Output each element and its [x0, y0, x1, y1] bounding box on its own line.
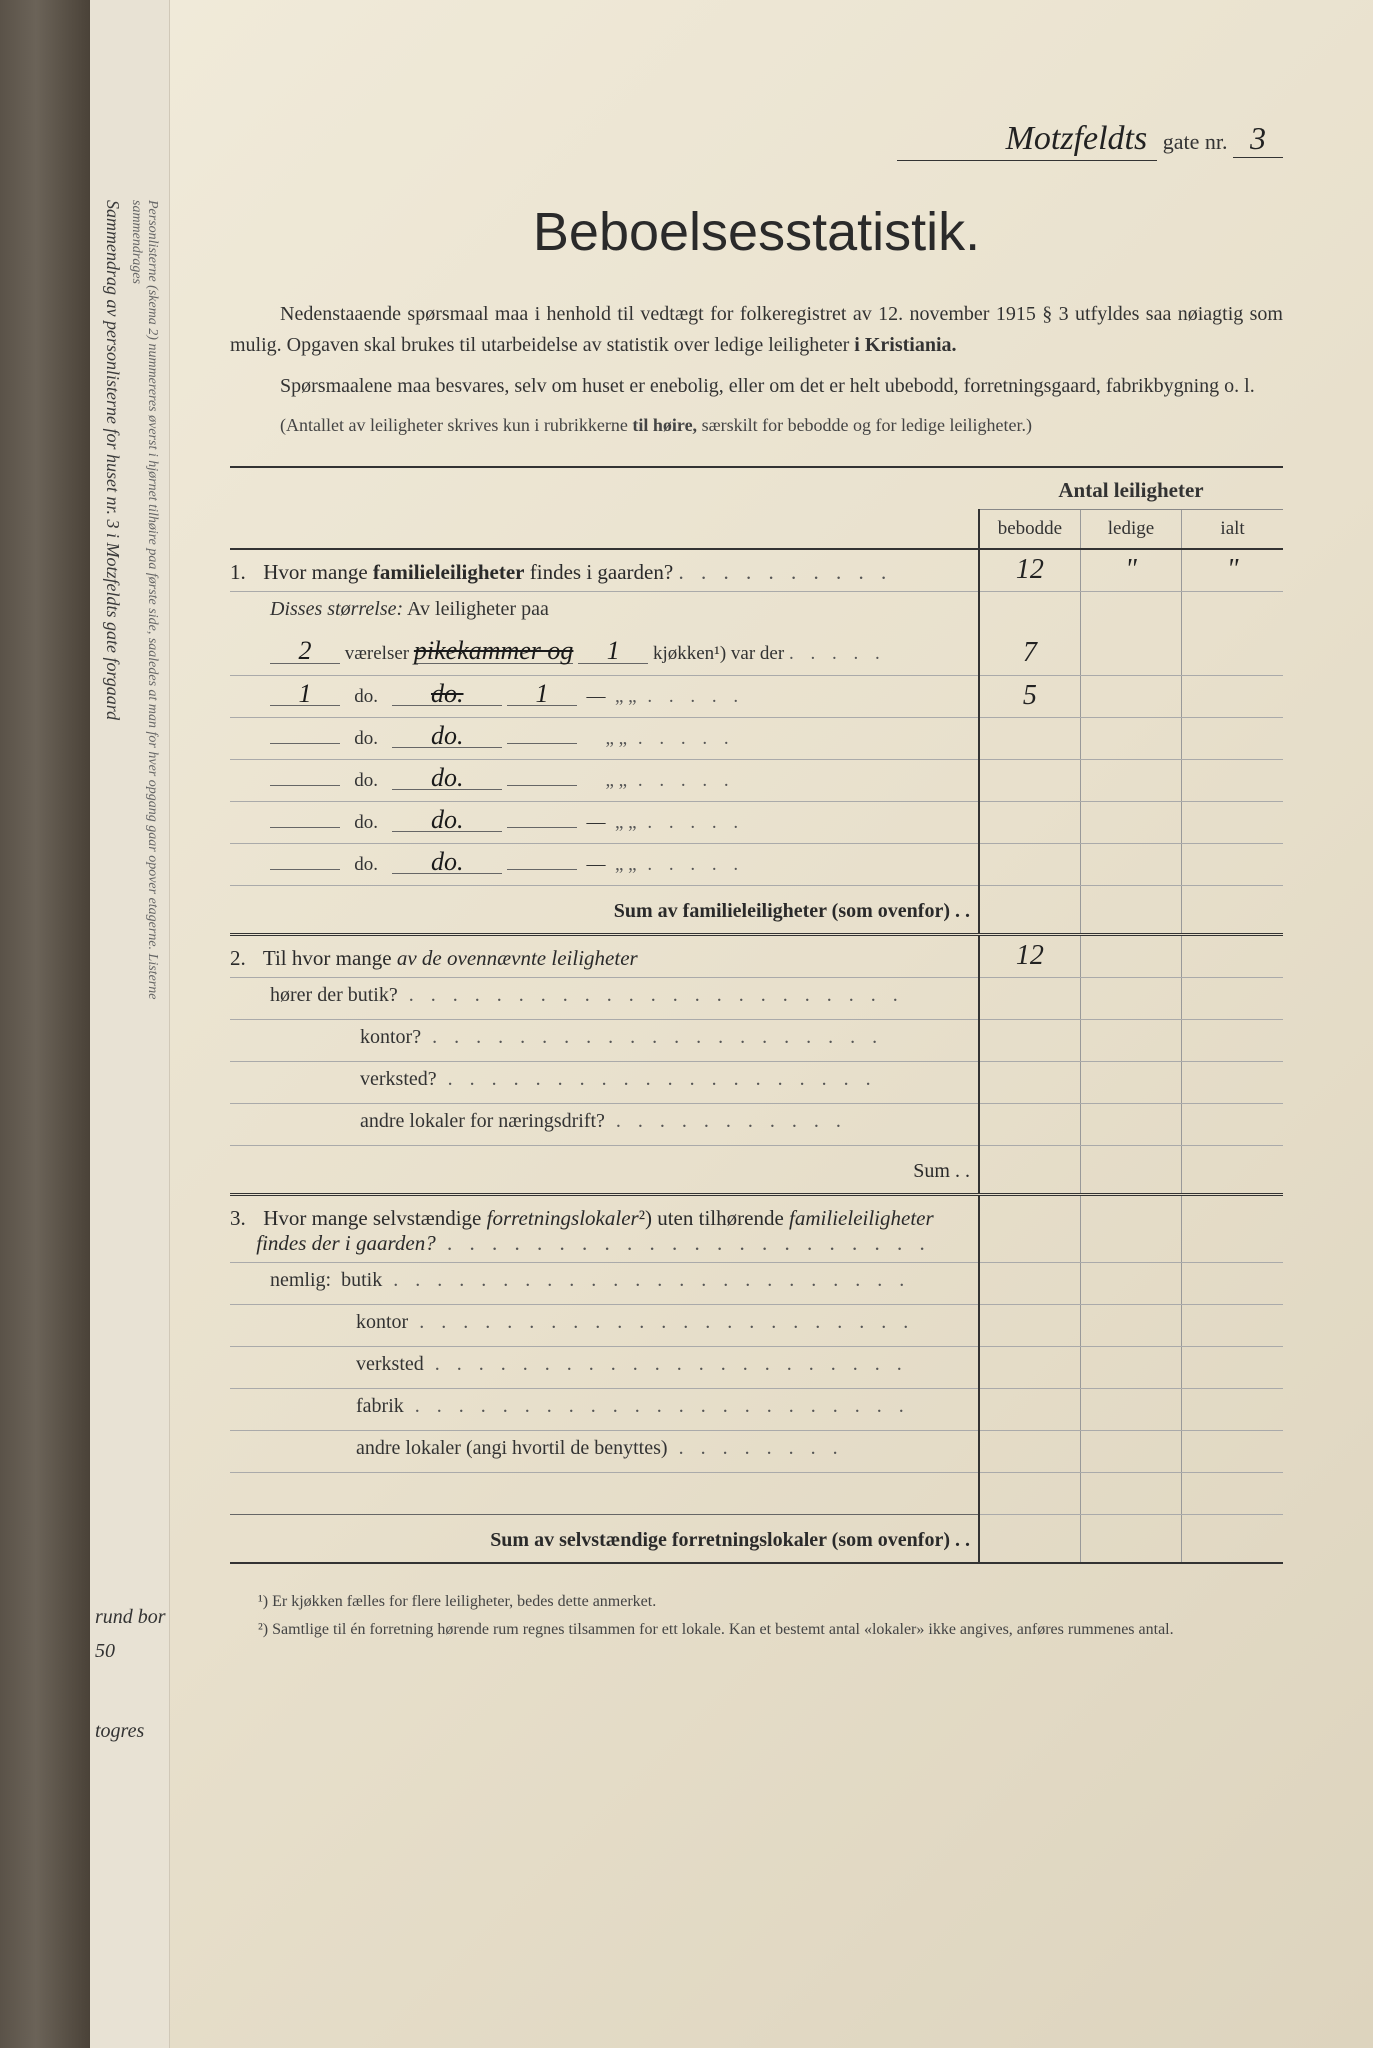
- q3-row-1: kontor . . . . . . . . . . . . . . . . .…: [230, 1304, 979, 1346]
- intro-paragraph-3: (Antallet av leiligheter skrives kun i r…: [230, 412, 1283, 440]
- q1-row-0: 2 værelser pikekammer og 1 kjøkken¹) var…: [230, 633, 979, 675]
- q3-sum-label: Sum av selvstændige forretningslokaler (…: [230, 1514, 979, 1563]
- q1-row-4: do. do. — „ „ . . . . .: [230, 801, 979, 843]
- q2-bebodde: 12: [979, 934, 1080, 977]
- footnotes: ¹) Er kjøkken fælles for flere leilighet…: [230, 1590, 1283, 1642]
- intro-paragraph-2: Spørsmaalene maa besvares, selv om huset…: [230, 371, 1283, 402]
- col-ledige: ledige: [1080, 509, 1181, 549]
- q1-row-5: do. do. — „ „ . . . . .: [230, 843, 979, 885]
- q1-text: 1. Hvor mange familieleiligheter findes …: [230, 549, 979, 592]
- q1-row-0-b: 7: [979, 633, 1080, 675]
- footnote-1: ¹) Er kjøkken fælles for flere leilighet…: [230, 1590, 1283, 1614]
- q1-sum-label: Sum av familieleiligheter (som ovenfor) …: [230, 885, 979, 934]
- page-title: Beboelsesstatistik.: [230, 201, 1283, 263]
- street-name-handwritten: Motzfeldts: [897, 120, 1157, 161]
- q3-row-2: verksted . . . . . . . . . . . . . . . .…: [230, 1346, 979, 1388]
- footnote-2: ²) Samtlige til én forretning hørende ru…: [230, 1618, 1283, 1642]
- margin-note-handwritten: togres: [95, 1720, 144, 1743]
- margin-vertical-text-1: Sammendrag av personlisterne for huset n…: [102, 200, 123, 1080]
- q1-row-1-b: 5: [979, 675, 1080, 717]
- q2-row-2: verksted? . . . . . . . . . . . . . . . …: [230, 1061, 979, 1103]
- q2-row-3: andre lokaler for næringsdrift? . . . . …: [230, 1103, 979, 1145]
- q3-row-4: andre lokaler (angi hvortil de benyttes)…: [230, 1430, 979, 1472]
- q1-sub: Disses størrelse: Av leiligheter paa: [230, 591, 979, 633]
- q3-text: 3. Hvor mange selvstændige forretningslo…: [230, 1194, 979, 1262]
- intro-paragraph-1: Nedenstaaende spørsmaal maa i henhold ti…: [230, 299, 1283, 361]
- q1-ialt: ": [1182, 549, 1283, 592]
- q1-row-1: 1 do. do. 1 — „ „ . . . . .: [230, 675, 979, 717]
- gate-nr-label: gate nr.: [1163, 129, 1228, 154]
- margin-note-50: 50: [95, 1640, 115, 1663]
- q1-bebodde: 12: [979, 549, 1080, 592]
- q2-row-1: kontor? . . . . . . . . . . . . . . . . …: [230, 1019, 979, 1061]
- q3-row-3: fabrik . . . . . . . . . . . . . . . . .…: [230, 1388, 979, 1430]
- q2-text: 2. Til hvor mange av de ovennævnte leili…: [230, 934, 979, 977]
- margin-note-rund-bor: rund bor: [95, 1606, 166, 1629]
- q2-row-0: hører der butik? . . . . . . . . . . . .…: [230, 977, 979, 1019]
- form-table: Antal leiligheter bebodde ledige ialt 1.…: [230, 466, 1283, 1564]
- q1-row-3: do. do. „ „ . . . . .: [230, 759, 979, 801]
- margin-vertical-text-2: Personlisterne (skema 2) nummereres øver…: [128, 200, 160, 1080]
- book-spine: [0, 0, 90, 2048]
- q1-ledige: ": [1080, 549, 1181, 592]
- address-header: Motzfeldts gate nr. 3: [230, 120, 1283, 161]
- q2-sum-label: Sum . .: [230, 1145, 979, 1194]
- q3-row-0: nemlig: butik . . . . . . . . . . . . . …: [230, 1262, 979, 1304]
- q1-row-2: do. do. „ „ . . . . .: [230, 717, 979, 759]
- tally-header-title: Antal leiligheter: [979, 467, 1283, 510]
- col-bebodde: bebodde: [979, 509, 1080, 549]
- document-page: Motzfeldts gate nr. 3 Beboelsesstatistik…: [170, 0, 1373, 2048]
- col-ialt: ialt: [1182, 509, 1283, 549]
- street-number-handwritten: 3: [1233, 120, 1283, 158]
